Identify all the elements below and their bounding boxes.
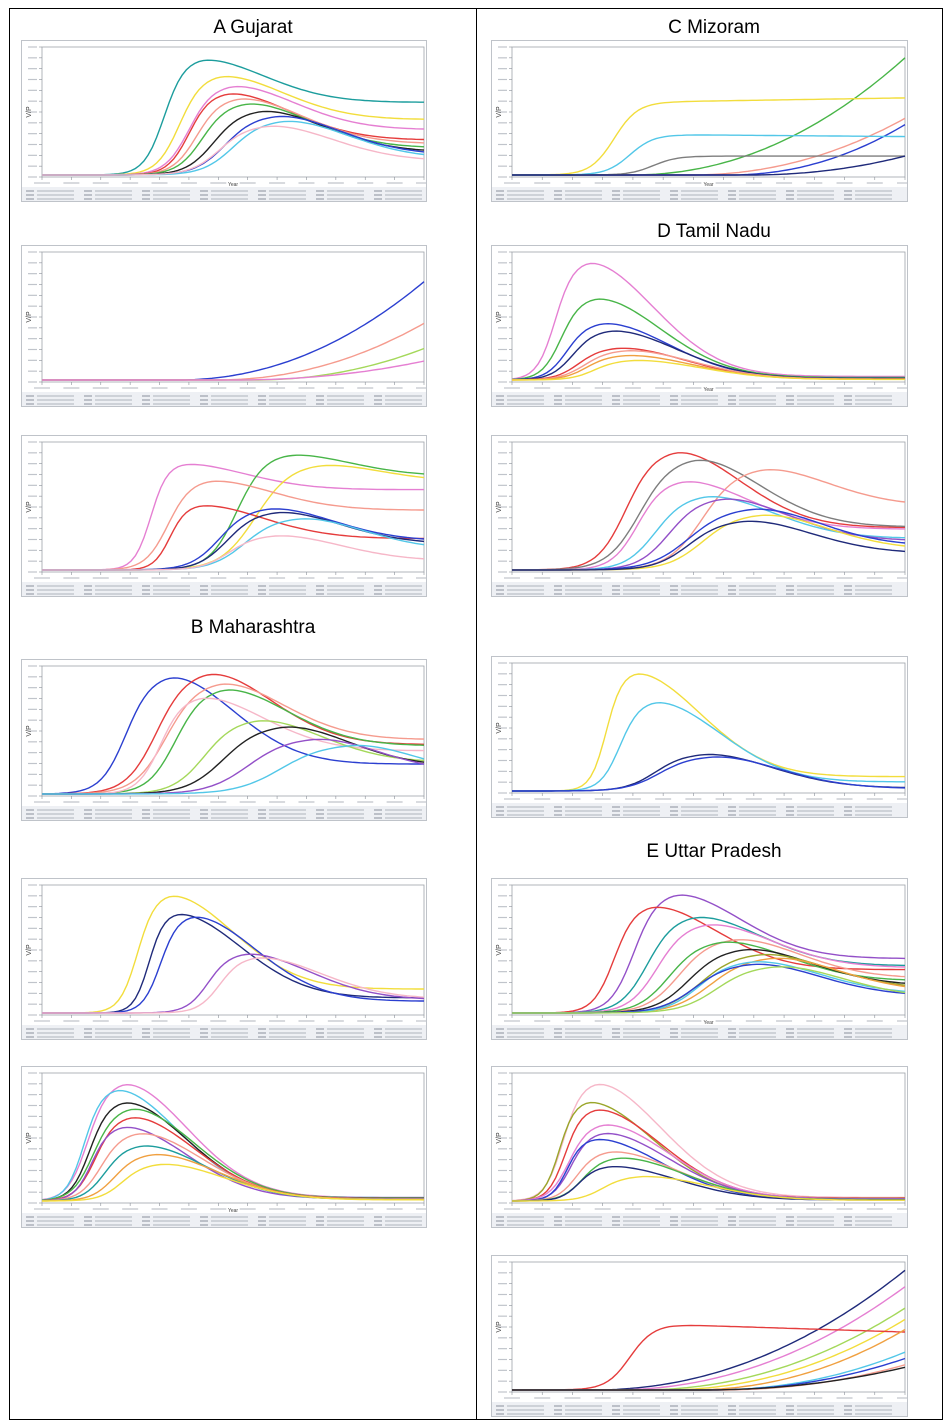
- title-tamil-nadu: D Tamil Nadu: [657, 221, 771, 242]
- series-line-navy: [512, 520, 906, 571]
- plot-area: [41, 251, 425, 383]
- chart-svg: V/P Year: [22, 1072, 426, 1227]
- chart-panel-B1: V/P: [21, 659, 427, 821]
- plot-area: [41, 884, 425, 1016]
- y-axis-label: V/P: [496, 311, 503, 323]
- series-line-yellow: [512, 97, 906, 176]
- y-axis-label: V/P: [496, 1132, 503, 1144]
- series-line-cyan: [512, 701, 905, 792]
- chart-svg: V/P Year: [22, 46, 426, 201]
- plot-area: [41, 1072, 425, 1204]
- y-axis-label: V/P: [496, 106, 503, 118]
- chart-svg: V/P: [492, 662, 907, 817]
- chart-svg: V/P: [492, 1072, 907, 1227]
- chart-panel-A3: V/P: [21, 435, 427, 597]
- x-axis-label: Year: [703, 1020, 713, 1026]
- x-axis-label: Year: [703, 182, 713, 188]
- y-axis-label: V/P: [26, 725, 33, 737]
- y-axis-label: V/P: [26, 311, 33, 323]
- plot-area: [511, 1072, 906, 1204]
- column-divider: [476, 8, 477, 1420]
- series-line-lightpink: [42, 125, 425, 176]
- chart-panel-D3: V/P: [491, 656, 908, 818]
- y-axis-label: V/P: [26, 944, 33, 956]
- chart-panel-A1: V/P Year: [21, 40, 427, 202]
- series-line-yellow: [512, 673, 905, 792]
- plot-area: [511, 441, 906, 573]
- x-axis-label: Year: [228, 1208, 238, 1214]
- chart-svg: V/P Year: [492, 251, 907, 406]
- chart-svg: V/P: [22, 884, 426, 1039]
- chart-svg: V/P Year: [492, 884, 907, 1039]
- chart-svg: V/P: [22, 251, 426, 406]
- plot-area: [511, 46, 906, 178]
- chart-panel-A2: V/P: [21, 245, 427, 407]
- chart-svg: V/P: [492, 1261, 907, 1416]
- chart-svg: V/P: [492, 441, 907, 596]
- series-line-pink: [42, 360, 425, 381]
- x-axis-label: Year: [228, 182, 238, 188]
- series-line-red: [512, 1324, 906, 1391]
- series-line-cyan: [42, 744, 425, 795]
- plot-area: [511, 884, 906, 1016]
- series-line-yellow: [42, 1163, 425, 1202]
- chart-svg: V/P: [22, 665, 426, 820]
- series-line-yellow: [512, 1175, 905, 1202]
- title-gujarat: A Gujarat: [213, 17, 293, 38]
- y-axis-label: V/P: [496, 722, 503, 734]
- chart-svg: V/P: [22, 441, 426, 596]
- y-axis-label: V/P: [496, 501, 503, 513]
- chart-panel-D2: V/P: [491, 435, 908, 597]
- chart-panel-E2: V/P: [491, 1066, 908, 1228]
- chart-panel-B3: V/P Year: [21, 1066, 427, 1228]
- series-line-salmon: [41, 683, 425, 795]
- y-axis-label: V/P: [496, 944, 503, 956]
- series-line-blue: [42, 677, 424, 795]
- chart-panel-E1: V/P Year: [491, 878, 908, 1040]
- chart-panel-D1: V/P Year: [491, 245, 908, 407]
- x-axis-label: Year: [703, 387, 713, 393]
- y-axis-label: V/P: [496, 1321, 503, 1333]
- series-line-red: [512, 906, 905, 1014]
- chart-svg: V/P Year: [492, 46, 907, 201]
- series-line-green: [511, 298, 905, 381]
- title-maharashtra: B Maharashtra: [190, 617, 316, 638]
- title-mizoram: C Mizoram: [668, 17, 760, 38]
- title-uttar-pradesh: E Uttar Pradesh: [646, 841, 782, 862]
- series-line-blue: [512, 756, 906, 792]
- chart-panel-C1: V/P Year: [491, 40, 908, 202]
- y-axis-label: V/P: [26, 501, 33, 513]
- series-line-yellow: [512, 359, 905, 381]
- plot-area: [511, 251, 906, 383]
- plot-area: [511, 1261, 906, 1393]
- plot-area: [41, 46, 425, 178]
- y-axis-label: V/P: [26, 106, 33, 118]
- chart-panel-E3: V/P: [491, 1255, 908, 1417]
- series-line-gray: [511, 459, 906, 571]
- series-line-navy: [512, 155, 906, 176]
- series-line-lightpink: [42, 535, 425, 571]
- series-line-lightpink: [42, 957, 425, 1014]
- series-line-black: [512, 1366, 906, 1391]
- series-line-pink: [511, 262, 905, 380]
- chart-panel-B2: V/P: [21, 878, 427, 1040]
- series-line-lightgreen: [512, 966, 906, 1014]
- y-axis-label: V/P: [26, 1132, 33, 1144]
- plot-area: [511, 662, 906, 794]
